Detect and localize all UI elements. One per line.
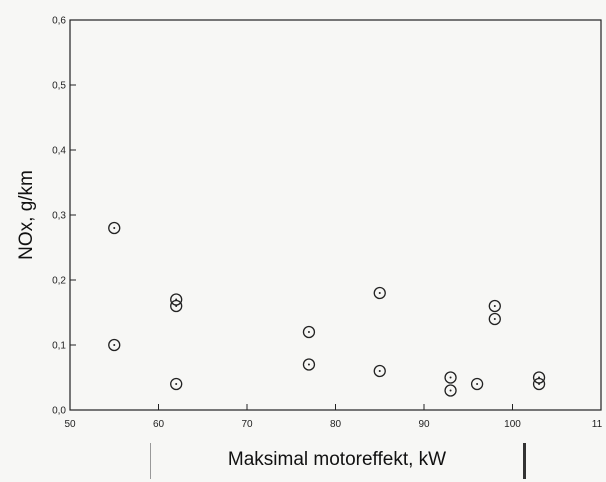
y-axis: 0,0 0,1 0,2 0,3 0,4 0,5 0,6 bbox=[52, 16, 76, 417]
y-axis-label: NOx, g/km bbox=[16, 170, 37, 260]
x-tick-label: 100 bbox=[504, 419, 521, 430]
data-point bbox=[302, 358, 316, 371]
y-tick-label: 0,0 bbox=[52, 406, 66, 417]
data-point bbox=[488, 299, 501, 313]
x-tick-label: 11 bbox=[592, 419, 603, 430]
y-tick-label: 0,5 bbox=[52, 81, 66, 92]
x-tick-label: 90 bbox=[418, 419, 430, 430]
y-tick-label: 0,6 bbox=[52, 16, 66, 27]
x-tick-label: 70 bbox=[241, 419, 253, 430]
data-point bbox=[373, 364, 386, 378]
y-tick-label: 0,1 bbox=[52, 341, 66, 352]
data-point bbox=[470, 377, 484, 391]
data-point bbox=[532, 377, 546, 391]
x-tick-label: 80 bbox=[330, 419, 342, 430]
data-point bbox=[108, 338, 121, 352]
data-point bbox=[170, 377, 183, 391]
data-point bbox=[444, 384, 457, 397]
y-tick-label: 0,2 bbox=[52, 276, 66, 287]
x-axis: 50 60 70 80 90 100 11 bbox=[64, 404, 603, 430]
data-point bbox=[532, 371, 546, 384]
data-point bbox=[444, 371, 457, 384]
x-tick-label: 50 bbox=[64, 419, 76, 430]
data-point bbox=[373, 286, 386, 300]
y-tick-label: 0,3 bbox=[52, 211, 66, 222]
data-point bbox=[108, 221, 121, 235]
x-axis-label-box: Maksimal motoreffekt, kW bbox=[150, 443, 526, 479]
data-point bbox=[170, 299, 183, 313]
data-points bbox=[108, 221, 546, 397]
data-point bbox=[170, 293, 183, 306]
x-tick-label: 60 bbox=[153, 419, 165, 430]
data-point bbox=[302, 325, 316, 339]
data-point bbox=[488, 312, 501, 326]
x-axis-label: Maksimal motoreffekt, kW bbox=[227, 449, 447, 470]
y-tick-label: 0,4 bbox=[52, 146, 66, 157]
plot-frame bbox=[69, 19, 602, 411]
